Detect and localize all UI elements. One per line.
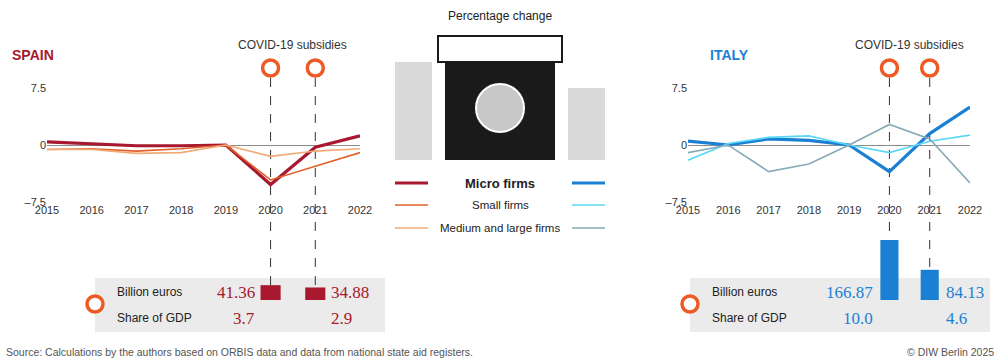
svg-text:COVID-19 subsidies: COVID-19 subsidies bbox=[238, 38, 347, 52]
svg-text:2022: 2022 bbox=[958, 204, 982, 216]
svg-text:2019: 2019 bbox=[214, 204, 238, 216]
svg-text:ITALY: ITALY bbox=[710, 47, 749, 63]
svg-text:Percentage change: Percentage change bbox=[448, 9, 552, 23]
svg-text:84.13: 84.13 bbox=[946, 283, 984, 302]
svg-text:3.7: 3.7 bbox=[233, 309, 255, 328]
svg-text:Billion euros: Billion euros bbox=[117, 285, 182, 299]
svg-text:2018: 2018 bbox=[169, 204, 193, 216]
svg-text:Small firms: Small firms bbox=[472, 199, 529, 211]
svg-text:41.36: 41.36 bbox=[217, 283, 255, 302]
svg-text:4.6: 4.6 bbox=[946, 309, 967, 328]
svg-text:0: 0 bbox=[40, 139, 46, 151]
svg-text:166.87: 166.87 bbox=[826, 283, 873, 302]
svg-text:2020: 2020 bbox=[877, 204, 901, 216]
svg-text:Source: Calculations by the au: Source: Calculations by the authors base… bbox=[6, 346, 473, 358]
svg-text:2021: 2021 bbox=[303, 204, 327, 216]
svg-text:Micro firms: Micro firms bbox=[465, 176, 535, 191]
svg-text:2016: 2016 bbox=[716, 204, 740, 216]
svg-text:Medium and large firms: Medium and large firms bbox=[440, 222, 560, 234]
svg-text:7.5: 7.5 bbox=[31, 82, 46, 94]
svg-text:34.88: 34.88 bbox=[331, 283, 369, 302]
svg-text:0: 0 bbox=[681, 139, 687, 151]
svg-text:2020: 2020 bbox=[258, 204, 282, 216]
svg-text:–7.5: –7.5 bbox=[25, 196, 46, 208]
svg-text:2.9: 2.9 bbox=[331, 309, 352, 328]
svg-text:2016: 2016 bbox=[79, 204, 103, 216]
svg-text:2015: 2015 bbox=[35, 204, 59, 216]
svg-text:2017: 2017 bbox=[124, 204, 148, 216]
svg-text:Billion euros: Billion euros bbox=[712, 285, 777, 299]
svg-text:2021: 2021 bbox=[917, 204, 941, 216]
svg-text:COVID-19 subsidies: COVID-19 subsidies bbox=[855, 38, 964, 52]
svg-text:10.0: 10.0 bbox=[843, 309, 873, 328]
svg-text:Share of GDP: Share of GDP bbox=[712, 311, 787, 325]
svg-text:2022: 2022 bbox=[348, 204, 372, 216]
svg-text:–7.5: –7.5 bbox=[666, 196, 687, 208]
svg-text:© DIW Berlin 2025: © DIW Berlin 2025 bbox=[907, 346, 994, 358]
svg-text:2019: 2019 bbox=[837, 204, 861, 216]
svg-text:2015: 2015 bbox=[676, 204, 700, 216]
svg-text:Share of GDP: Share of GDP bbox=[117, 311, 192, 325]
svg-text:2018: 2018 bbox=[797, 204, 821, 216]
svg-text:SPAIN: SPAIN bbox=[12, 47, 54, 63]
svg-text:2017: 2017 bbox=[756, 204, 780, 216]
svg-text:7.5: 7.5 bbox=[672, 82, 687, 94]
